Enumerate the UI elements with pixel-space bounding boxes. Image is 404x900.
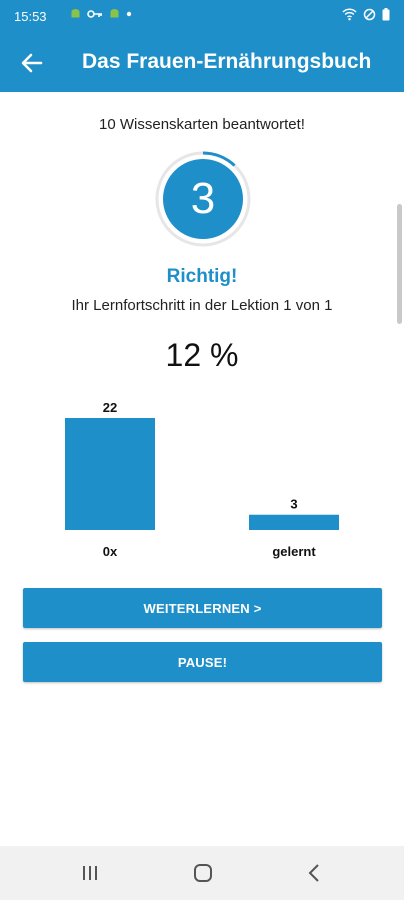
bar-category-label: gelernt xyxy=(272,544,316,559)
lesson-progress-text: Ihr Lernfortschritt in der Lektion 1 von… xyxy=(71,297,333,314)
progress-ring-arc xyxy=(155,151,251,247)
app-title: Das Frauen-Ernährungsbuch xyxy=(82,50,372,73)
result-label: Richtig! xyxy=(166,266,238,287)
answered-count-text: 10 Wissenskarten beantwortet! xyxy=(99,116,305,133)
progress-circle: 3 xyxy=(154,150,252,248)
android-icon xyxy=(110,9,119,18)
bar-gelernt xyxy=(249,514,339,530)
do-not-disturb-icon xyxy=(363,8,376,21)
system-nav-bar xyxy=(0,846,404,900)
scroll-indicator xyxy=(397,204,402,324)
back-arrow-icon[interactable] xyxy=(18,49,46,77)
progress-circle-fill xyxy=(163,159,243,239)
bar-value-label: 3 xyxy=(290,497,297,512)
progress-percent: 12 % xyxy=(165,337,239,373)
current-card-number: 3 xyxy=(190,174,216,223)
bar-value-label: 22 xyxy=(103,400,117,415)
dot-icon xyxy=(126,11,132,16)
recent-apps-icon[interactable] xyxy=(75,860,105,886)
status-bar: 15:53 xyxy=(0,0,404,34)
home-icon[interactable] xyxy=(188,860,218,886)
learning-bar-chart: 22 0x 3 gelernt xyxy=(65,400,339,559)
notification-icons xyxy=(70,8,132,19)
bar-category-label: 0x xyxy=(103,544,118,559)
battery-icon xyxy=(382,8,390,21)
app-bar: Das Frauen-Ernährungsbuch xyxy=(0,34,404,92)
back-nav-icon[interactable] xyxy=(300,860,330,886)
bar-0x xyxy=(65,418,155,530)
wifi-icon xyxy=(342,8,357,21)
system-icons xyxy=(342,8,390,21)
progress-ring xyxy=(155,151,251,247)
quiz-result-screen: 10 Wissenskarten beantwortet! 3 Richtig!… xyxy=(0,92,404,846)
continue-learning-button[interactable]: WEITERLERNEN > xyxy=(23,588,382,628)
status-time: 15:53 xyxy=(14,9,47,24)
key-icon xyxy=(87,9,102,18)
android-icon xyxy=(71,9,80,18)
pause-button[interactable]: PAUSE! xyxy=(23,642,382,682)
